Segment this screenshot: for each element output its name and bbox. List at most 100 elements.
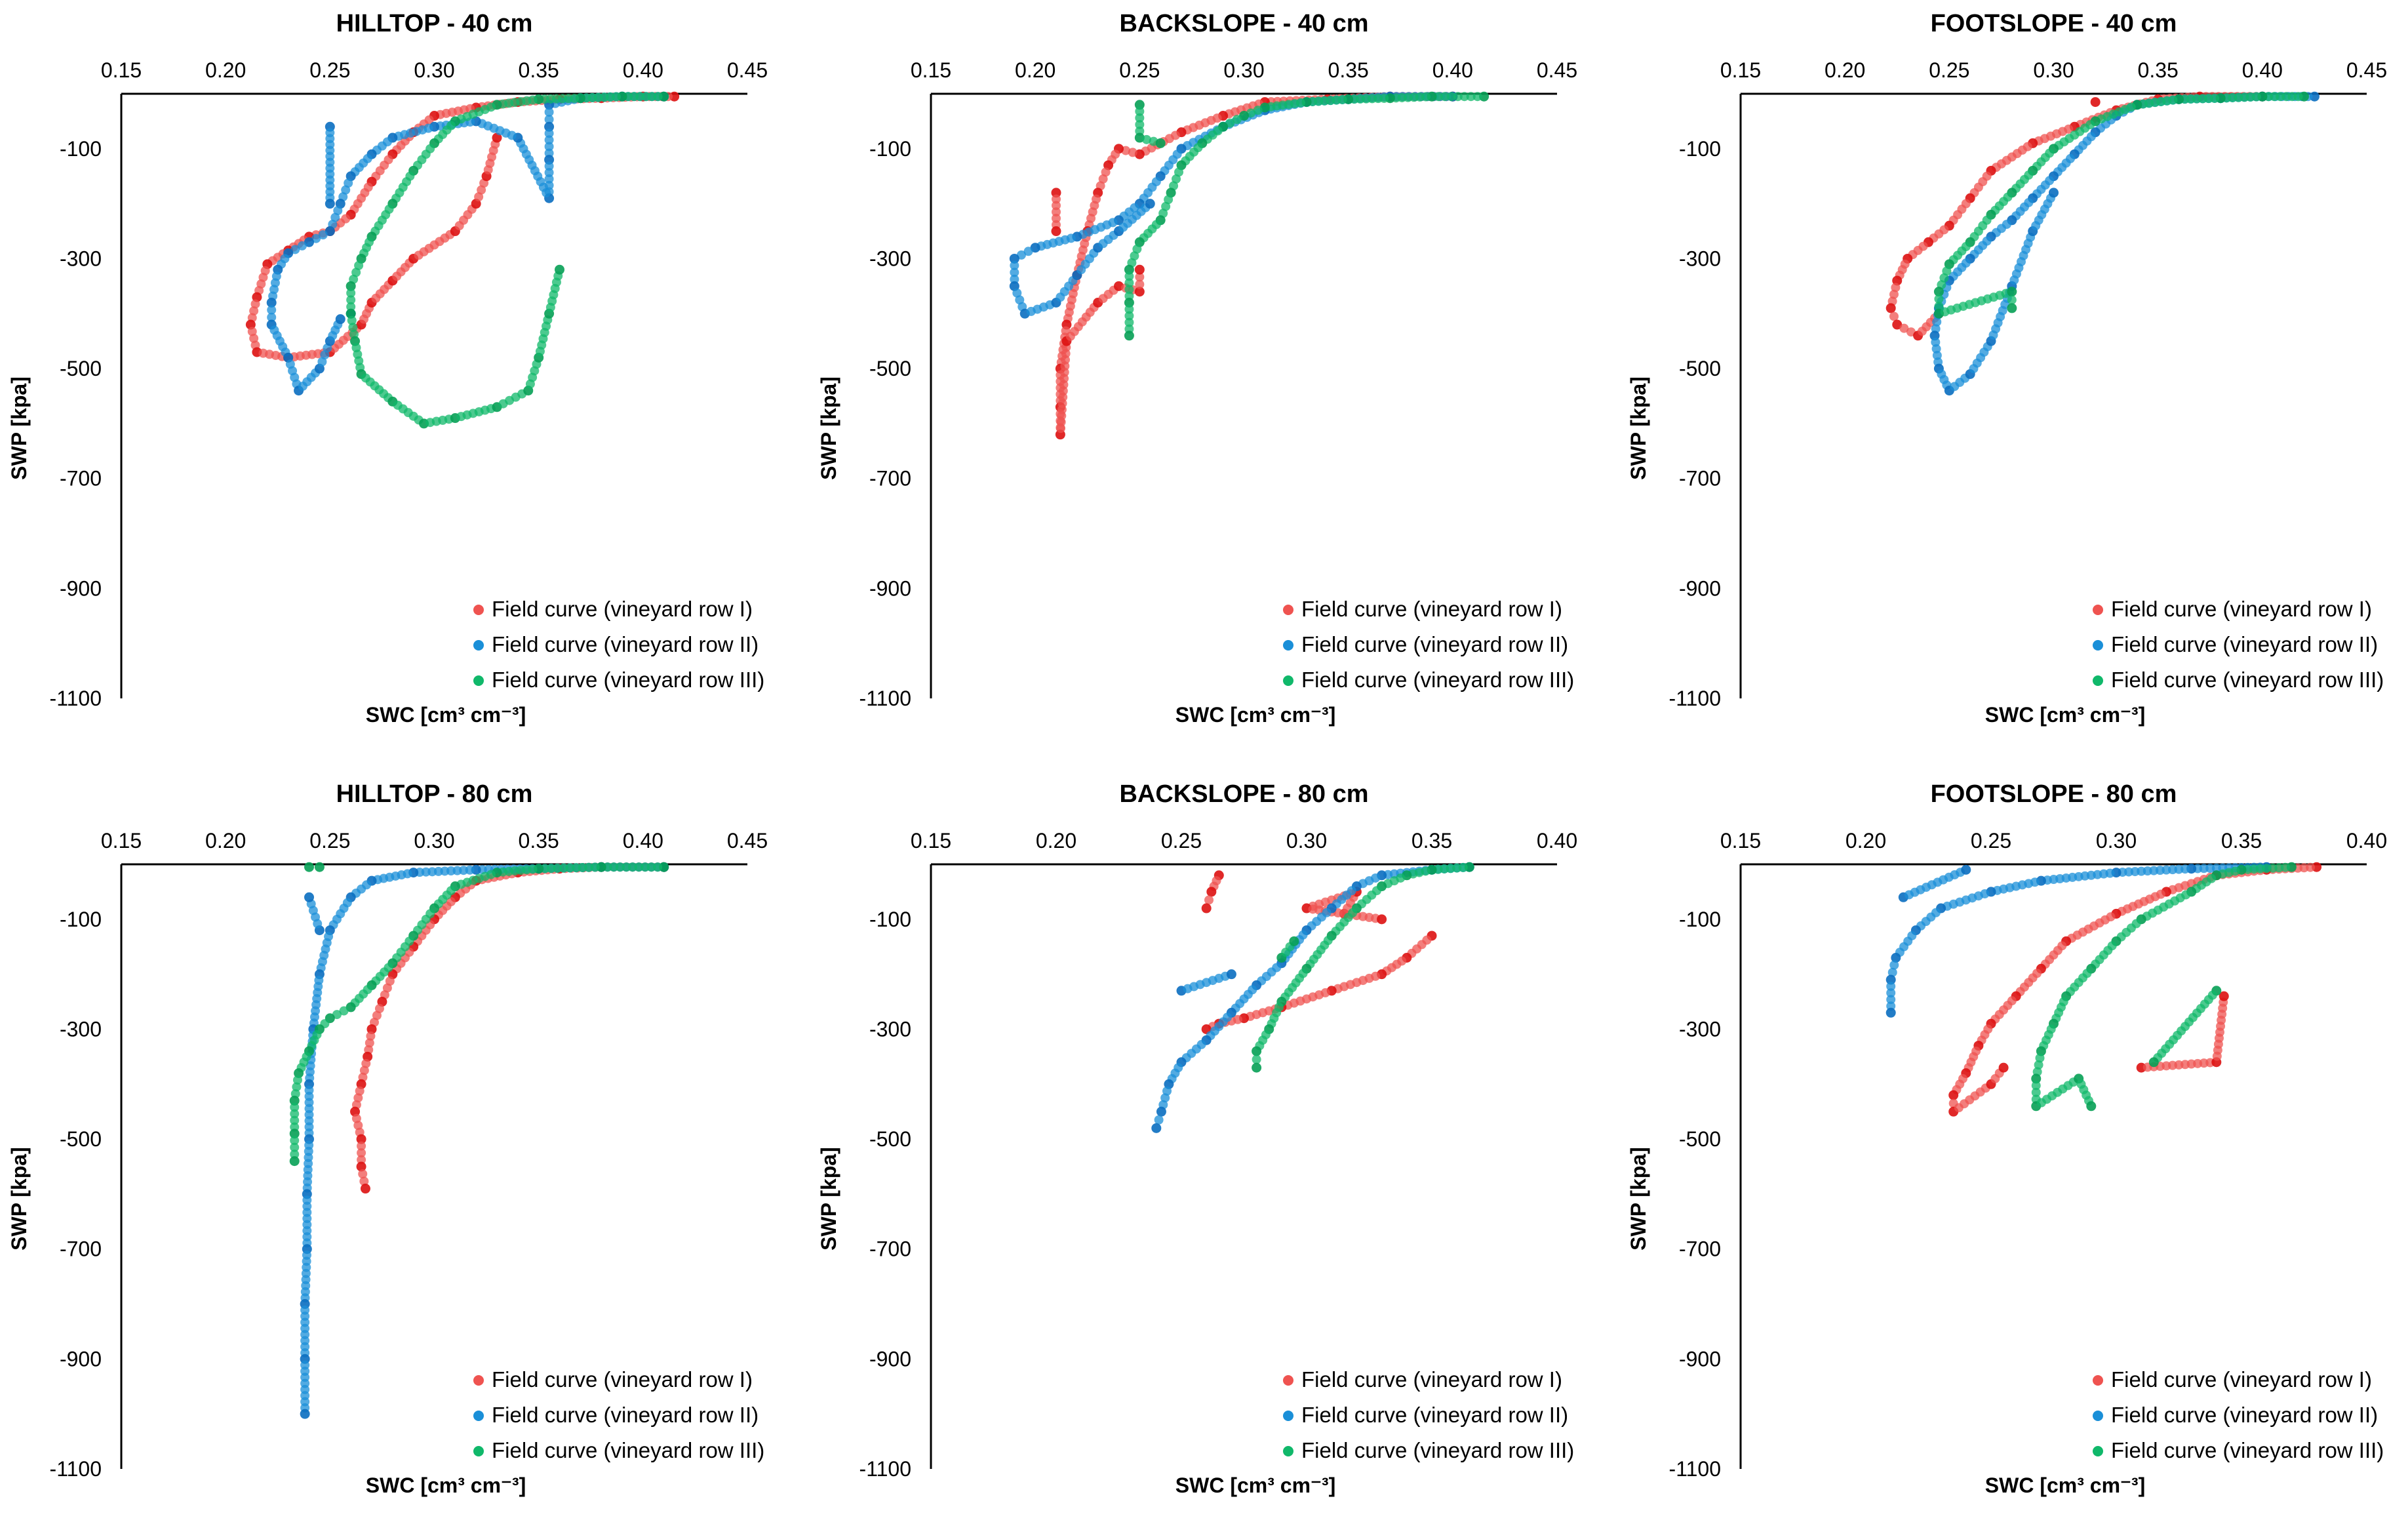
data-point <box>1051 188 1061 198</box>
y-axis-title: SWP [kpa] <box>7 376 31 480</box>
y-tick-label: -1100 <box>50 687 102 710</box>
y-tick-label: -300 <box>869 247 911 270</box>
data-point <box>544 142 554 151</box>
legend: Field curve (vineyard row I) Field curve … <box>473 597 764 692</box>
x-tick-label: 0.40 <box>2242 58 2283 82</box>
y-tick-label: -700 <box>60 467 102 491</box>
data-point <box>1453 92 1463 102</box>
x-axis-title: SWC [cm³ cm⁻³] <box>1175 703 1335 727</box>
x-tick-label: 0.30 <box>2096 829 2137 852</box>
y-tick-label: -500 <box>1679 1127 1721 1151</box>
legend-label: Field curve (vineyard row III) <box>492 668 764 692</box>
x-tick-label: 0.35 <box>2221 829 2262 852</box>
x-tick-label: 0.40 <box>623 829 663 852</box>
data-point <box>1124 298 1134 308</box>
x-tick-label: 0.45 <box>2346 58 2387 82</box>
data-point <box>1440 92 1450 102</box>
x-tick-label: 0.25 <box>309 58 350 82</box>
data-point <box>290 1109 300 1119</box>
data-point <box>544 161 554 171</box>
data-point <box>1934 294 1944 304</box>
y-axis-title: SWP [kpa] <box>7 1147 31 1251</box>
data-point <box>1009 253 1019 264</box>
legend: Field curve (vineyard row I) Field curve … <box>473 1367 764 1462</box>
data-point <box>1155 138 1166 148</box>
data-point <box>1124 311 1134 321</box>
data-point <box>1934 302 1944 311</box>
data-point <box>1479 91 1490 102</box>
data-point <box>1124 304 1134 314</box>
data-point <box>345 281 356 291</box>
series-2-points <box>1885 862 2272 1018</box>
y-tick-label: -100 <box>60 908 102 931</box>
legend-marker <box>1283 605 1293 615</box>
data-point <box>1948 1090 1959 1100</box>
legend-marker <box>473 1411 484 1421</box>
x-tick-label: 0.45 <box>727 829 768 852</box>
legend-label: Field curve (vineyard row III) <box>1301 668 1574 692</box>
series-2-points <box>300 862 669 1419</box>
legend-marker <box>1283 1411 1293 1421</box>
data-point <box>1472 92 1482 102</box>
data-point <box>1051 226 1061 237</box>
legend-marker <box>1283 675 1293 686</box>
series-2-points <box>266 91 669 396</box>
chart-panel-4: HILLTOP - 80 cm 0.15 0.20 0.25 0.30 0.35 0.40 0… <box>7 780 768 1497</box>
data-point <box>2007 303 2017 313</box>
data-point <box>544 121 555 132</box>
legend-marker <box>2093 605 2103 615</box>
data-point <box>492 132 502 143</box>
chart-panel-6: FOOTSLOPE - 80 cm 0.15 0.20 0.25 0.30 0.35 0.4… <box>1627 780 2387 1497</box>
data-point <box>267 305 277 315</box>
x-axis-title: SWC [cm³ cm⁻³] <box>1175 1474 1335 1497</box>
y-tick-label: -1100 <box>1669 687 1721 710</box>
y-tick-label: -100 <box>60 137 102 161</box>
series-3-points <box>2031 862 2297 1112</box>
data-point <box>1023 247 1033 256</box>
data-point <box>544 155 555 165</box>
data-point <box>345 1002 356 1013</box>
chart-title: FOOTSLOPE - 40 cm <box>1931 10 2177 37</box>
data-point <box>347 315 357 325</box>
data-point <box>2309 91 2319 102</box>
data-point <box>2086 1101 2097 1112</box>
legend-label: Field curve (vineyard row II) <box>1301 1403 1568 1427</box>
data-point <box>353 1093 363 1103</box>
x-tick-label: 0.35 <box>519 58 559 82</box>
data-point <box>339 1006 349 1016</box>
data-point <box>1135 113 1145 123</box>
data-point <box>2031 1073 2042 1084</box>
legend-marker <box>2093 675 2103 686</box>
data-point <box>360 1184 370 1194</box>
data-point <box>358 1169 368 1179</box>
data-point <box>249 333 259 343</box>
x-tick-label: 0.30 <box>414 58 454 82</box>
data-point <box>1886 988 1896 998</box>
x-axis-title: SWC [cm³ cm⁻³] <box>1985 1474 2145 1497</box>
x-tick-label: 0.35 <box>1328 58 1369 82</box>
data-point <box>1162 1086 1172 1096</box>
data-point <box>290 1150 300 1159</box>
chart-title: HILLTOP - 80 cm <box>336 780 533 808</box>
legend-label: Field curve (vineyard row II) <box>1301 632 1568 656</box>
y-tick-label: -300 <box>1679 1017 1721 1041</box>
data-point <box>357 1141 366 1151</box>
y-tick-label: -300 <box>60 247 102 270</box>
series-3-points <box>1252 862 1474 1073</box>
legend-label: Field curve (vineyard row III) <box>2111 668 2384 692</box>
data-point <box>1252 1062 1262 1073</box>
data-point <box>359 1066 369 1075</box>
legend: Field curve (vineyard row I) Field curve … <box>1283 597 1574 692</box>
data-point <box>1899 323 1909 333</box>
legend-marker <box>2093 640 2103 651</box>
data-point <box>289 1129 300 1139</box>
legend-marker <box>2093 1411 2103 1421</box>
y-tick-label: -300 <box>869 1017 911 1041</box>
legend-marker <box>1283 640 1293 651</box>
x-axis-title: SWC [cm³ cm⁻³] <box>1985 703 2145 727</box>
legend-label: Field curve (vineyard row II) <box>492 632 759 656</box>
data-point <box>1030 243 1040 253</box>
data-point <box>1885 303 1896 313</box>
x-tick-label: 0.30 <box>1286 829 1327 852</box>
